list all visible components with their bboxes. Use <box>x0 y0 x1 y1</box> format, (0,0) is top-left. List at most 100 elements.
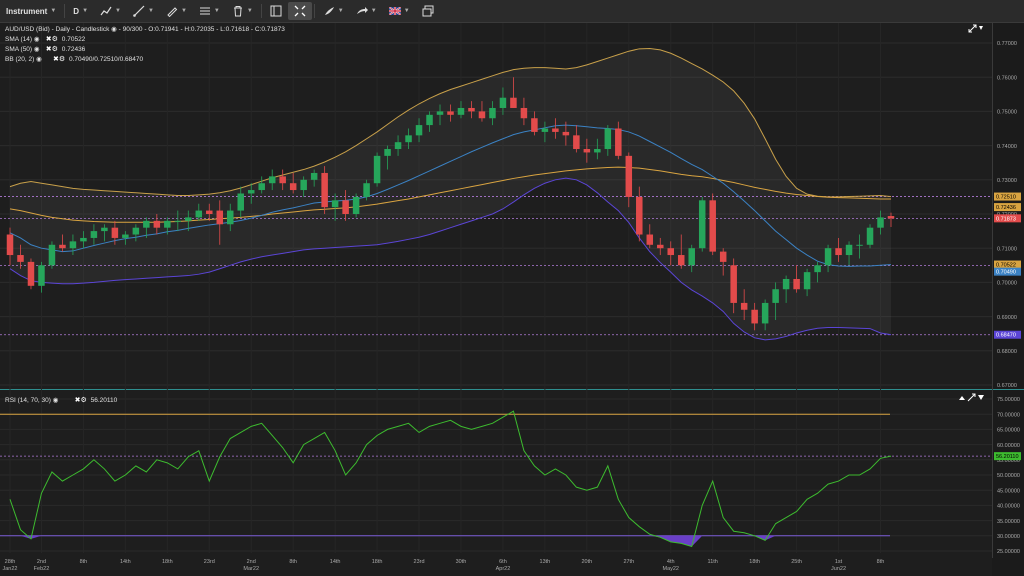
candle-body <box>510 97 517 108</box>
price-badge-label: 0.70490 <box>996 270 1016 276</box>
language-button[interactable]: ▼ <box>383 0 416 22</box>
layout-button[interactable] <box>264 0 288 22</box>
move-rsi-pane-down-icon[interactable] <box>978 395 984 400</box>
rsi-tick-label: 75.00000 <box>997 397 1020 403</box>
price-tick-label: 0.74000 <box>997 144 1017 150</box>
candle-body <box>636 196 643 235</box>
candle-body <box>730 265 737 303</box>
timeframe-label: D <box>73 6 80 16</box>
candle-body <box>289 183 297 191</box>
chart-background <box>0 23 1024 576</box>
chart-type-icon <box>100 6 112 16</box>
rsi-line <box>9 410 892 548</box>
chart-area[interactable]: 0.770000.760000.750000.740000.730000.720… <box>0 23 1024 576</box>
x-tick-sublabel: May22 <box>662 566 679 572</box>
share-icon <box>356 7 368 14</box>
legend-name: SMA (50) ◉ <box>5 46 40 53</box>
candle-body <box>426 114 433 126</box>
candle-body <box>751 309 758 324</box>
popout-button[interactable] <box>416 0 440 22</box>
rsi-tick-label: 45.00000 <box>997 488 1020 494</box>
maximize-pane-icon[interactable] <box>968 24 977 33</box>
candle-body <box>814 265 821 273</box>
delete-button[interactable]: ▼ <box>226 0 259 22</box>
candle-body <box>436 111 444 115</box>
bb-upper-line <box>9 47 892 198</box>
chevron-down-icon: ▼ <box>246 8 253 14</box>
chevron-down-icon: ▼ <box>82 8 89 14</box>
rsi-legend-value: 56.20110 <box>91 397 118 404</box>
candle-body <box>268 176 276 184</box>
price-badge-label: 0.72510 <box>996 195 1016 201</box>
candle-body <box>489 107 496 119</box>
legend-controls-icon: ✖⚙ <box>46 45 58 53</box>
x-tick-sublabel: Jan22 <box>3 566 18 572</box>
chevron-down-icon: ▼ <box>180 8 187 14</box>
layout-icon <box>270 5 282 17</box>
pencil-button[interactable]: ▼ <box>160 0 193 22</box>
candle-body <box>552 128 559 132</box>
price-tick-label: 0.77000 <box>997 41 1017 47</box>
candle-body <box>667 248 675 256</box>
candle-body <box>835 248 842 256</box>
candle-body <box>143 220 150 228</box>
candle-body <box>48 244 56 266</box>
window-icon <box>422 5 434 17</box>
brush-icon <box>324 7 334 15</box>
candle-body <box>164 220 171 228</box>
x-tick-label: 4th <box>667 559 675 565</box>
brush-button[interactable]: ▼ <box>317 0 350 22</box>
trash-icon <box>233 6 242 17</box>
x-tick-sublabel: Apr22 <box>496 566 511 572</box>
candle-body <box>604 128 612 150</box>
candle-body <box>331 200 339 208</box>
candle-body <box>677 255 685 266</box>
x-tick-label: 13th <box>540 559 551 565</box>
candle-body <box>69 241 77 249</box>
maximize-rsi-pane-icon[interactable] <box>967 393 976 402</box>
rsi-tick-label: 55.00000 <box>997 458 1020 464</box>
price-tick-label: 0.75000 <box>997 110 1017 116</box>
candle-body <box>709 200 716 252</box>
price-tick-label: 0.69000 <box>997 315 1017 321</box>
x-tick-label: 6th <box>499 559 507 565</box>
legend-controls-icon: ✖⚙ <box>46 35 58 43</box>
chevron-down-icon: ▼ <box>50 8 57 14</box>
candle-body <box>394 142 402 150</box>
x-tick-label: 23rd <box>204 559 215 565</box>
candle-body <box>405 135 412 143</box>
x-tick-label: 8th <box>877 559 885 565</box>
rsi-tick-label: 65.00000 <box>997 428 1020 434</box>
bollinger-band-fill <box>10 48 891 340</box>
move-pane-up-icon[interactable] <box>959 396 965 400</box>
indicators-button[interactable]: ▼ <box>193 0 226 22</box>
x-tick-label: 8th <box>289 559 297 565</box>
share-button[interactable]: ▼ <box>350 0 383 22</box>
price-axis-background <box>992 23 1024 576</box>
rsi-tick-label: 50.00000 <box>997 473 1020 479</box>
candle-body <box>279 176 286 184</box>
move-pane-down-icon[interactable] <box>979 26 983 30</box>
rsi-tick-label: 60.00000 <box>997 443 1020 449</box>
candle-body <box>38 265 45 286</box>
candle-body <box>310 172 318 180</box>
chevron-down-icon: ▼ <box>337 8 344 14</box>
draw-line-button[interactable]: ▼ <box>127 0 160 22</box>
price-badge <box>994 214 1021 223</box>
legend-value: 0.70522 <box>62 36 86 43</box>
candle-body <box>373 155 381 184</box>
legend-value: 0.70490/0.72510/0.68470 <box>69 56 143 63</box>
candle-body <box>688 248 695 266</box>
candle-body <box>415 125 423 136</box>
timeframe-selector[interactable]: D ▼ <box>67 0 94 22</box>
legend-name: BB (20, 2) ◉ <box>5 56 42 63</box>
x-tick-label: 8th <box>80 559 88 565</box>
candle-body <box>740 302 748 310</box>
chart-type-button[interactable]: ▼ <box>94 0 127 22</box>
toolbar-divider <box>313 4 315 18</box>
legend-value: 0.72436 <box>62 46 86 53</box>
price-tick-label: 0.71000 <box>997 246 1017 252</box>
instrument-selector[interactable]: Instrument ▼ <box>0 0 62 22</box>
candle-body <box>887 216 895 219</box>
crosshair-button[interactable] <box>287 2 312 20</box>
